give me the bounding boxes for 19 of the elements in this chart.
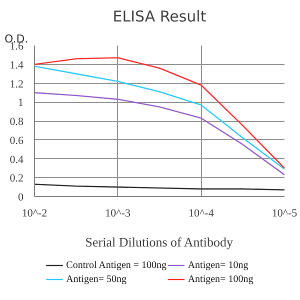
- y-tick-label: 0.6: [10, 134, 24, 147]
- x-tick-label: 10^-3: [105, 208, 131, 220]
- legend-label: Antigen= 10ng: [188, 260, 248, 271]
- legend-label: Control Antigen = 100ng: [66, 260, 167, 271]
- y-tick-label: 0.2: [10, 172, 24, 185]
- chart-title: ELISA Result: [112, 8, 206, 26]
- y-tick-label: 1.4: [10, 59, 24, 72]
- legend-label: Antigen= 100ng: [188, 274, 254, 285]
- x-tick-label: 10^-5: [272, 208, 298, 220]
- x-axis-title: Serial Dilutions of Antibody: [85, 234, 234, 250]
- x-tick-label: 10^-4: [188, 208, 214, 220]
- y-tick-label: 0.4: [10, 154, 24, 166]
- line-series: [34, 92, 284, 176]
- y-tick-label: 1.2: [10, 78, 24, 90]
- y-tick-label: 1: [18, 97, 24, 110]
- y-tick-label: 0.8: [10, 116, 24, 128]
- legend-label: Antigen= 50ng: [66, 274, 127, 285]
- x-tick-label: 10^-2: [22, 208, 48, 220]
- y-tick-label: 0: [18, 192, 24, 204]
